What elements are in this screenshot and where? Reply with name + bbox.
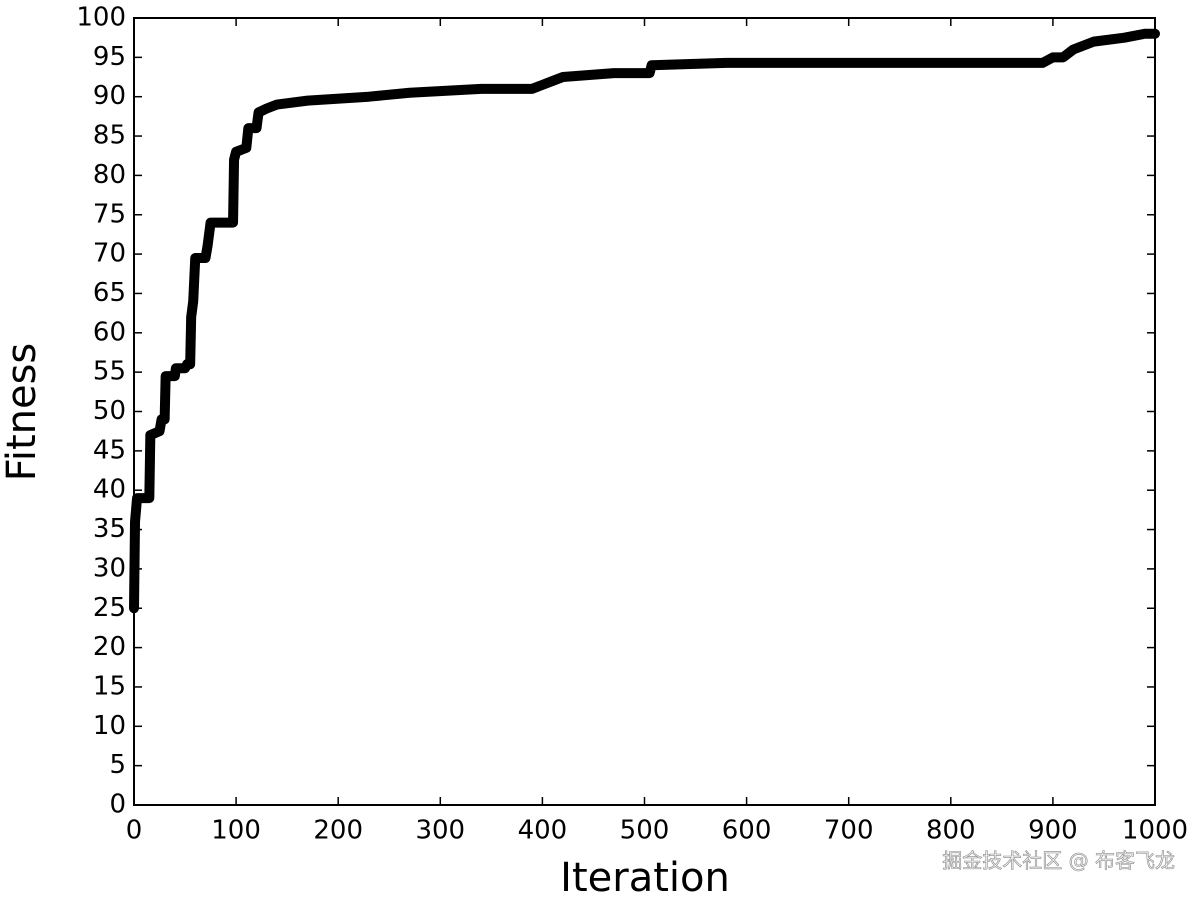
y-tick-label: 5: [109, 750, 126, 780]
x-tick-label: 600: [722, 816, 772, 846]
x-tick-label: 0: [126, 816, 143, 846]
x-tick-label: 1000: [1122, 816, 1188, 846]
y-tick-label: 85: [93, 121, 126, 151]
x-axis-label: Iteration: [560, 855, 730, 901]
x-tick-label: 100: [211, 816, 261, 846]
y-axis-label: Fitness: [0, 343, 45, 482]
y-tick-label: 50: [93, 396, 126, 426]
y-tick-label: 10: [93, 711, 126, 741]
y-tick-label: 35: [93, 514, 126, 544]
y-tick-label: 95: [93, 42, 126, 72]
y-tick-label: 70: [93, 239, 126, 269]
x-tick-label: 200: [313, 816, 363, 846]
y-tick-label: 30: [93, 553, 126, 583]
y-tick-label: 20: [93, 632, 126, 662]
y-tick-label: 55: [93, 357, 126, 387]
y-tick-label: 40: [93, 475, 126, 505]
y-tick-label: 90: [93, 81, 126, 111]
x-tick-label: 800: [926, 816, 976, 846]
y-tick-label: 80: [93, 160, 126, 190]
x-tick-label: 300: [415, 816, 465, 846]
x-tick-label: 700: [824, 816, 874, 846]
y-tick-label: 15: [93, 671, 126, 701]
y-tick-label: 25: [93, 593, 126, 623]
watermark: 掘金技术社区 @ 布客飞龙: [942, 849, 1175, 873]
x-tick-label: 900: [1028, 816, 1078, 846]
x-tick-label: 500: [620, 816, 670, 846]
data-line: [129, 28, 1160, 614]
y-tick-label: 75: [93, 199, 126, 229]
y-tick-label: 0: [109, 790, 126, 820]
y-tick-label: 100: [76, 3, 126, 33]
y-tick-label: 60: [93, 317, 126, 347]
x-tick-label: 400: [518, 816, 568, 846]
plot-frame: [133, 17, 1156, 806]
y-tick-label: 45: [93, 435, 126, 465]
y-tick-label: 65: [93, 278, 126, 308]
